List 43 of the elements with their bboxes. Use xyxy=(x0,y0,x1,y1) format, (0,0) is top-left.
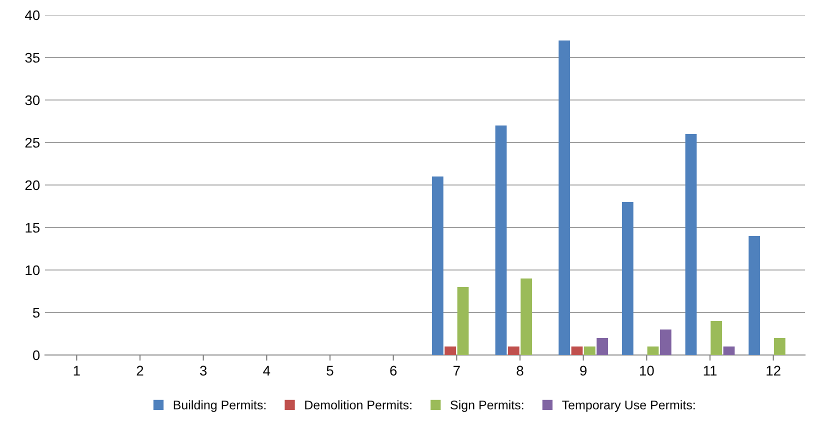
x-tick-label: 12 xyxy=(766,366,780,376)
x-tick-label: 10 xyxy=(640,366,654,376)
x-tick-label: 9 xyxy=(580,366,587,376)
x-tick-label: 6 xyxy=(390,366,397,376)
x-tick-label: 4 xyxy=(263,366,270,376)
legend-label: Demolition Permits: xyxy=(305,400,412,410)
bar xyxy=(508,346,520,355)
y-tick-label: 15 xyxy=(26,222,40,233)
bar xyxy=(520,278,532,355)
y-tick-label: 35 xyxy=(25,52,40,63)
bar xyxy=(710,321,722,355)
bar xyxy=(457,287,469,355)
bar xyxy=(495,126,507,355)
y-tick-label: 40 xyxy=(25,10,40,20)
bar xyxy=(432,176,444,355)
bar xyxy=(660,330,672,355)
bar xyxy=(622,202,634,355)
x-tick-label: 1 xyxy=(74,366,80,376)
y-tick-label: 5 xyxy=(32,308,40,318)
x-tick-label: 3 xyxy=(200,366,207,376)
bar xyxy=(748,236,760,355)
x-tick-label: 11 xyxy=(704,366,717,376)
x-tick-label: 8 xyxy=(516,366,524,376)
x-tick-label: 5 xyxy=(326,366,334,376)
bar xyxy=(723,346,735,355)
bar xyxy=(584,346,596,355)
y-tick-label: 10 xyxy=(26,265,40,276)
y-tick-label: 30 xyxy=(25,95,40,106)
legend-label: Temporary Use Permits: xyxy=(562,400,695,412)
bar xyxy=(596,338,608,355)
bar xyxy=(571,346,583,355)
y-tick-label: 20 xyxy=(25,180,40,190)
x-tick-label: 2 xyxy=(136,366,144,376)
bar xyxy=(558,40,570,355)
legend-label: Sign Permits: xyxy=(450,400,524,412)
legend-label: Building Permits: xyxy=(174,400,266,412)
bar xyxy=(685,134,697,355)
x-tick-label: 7 xyxy=(454,366,460,376)
y-tick-label: 0 xyxy=(32,350,40,360)
bar xyxy=(444,346,456,355)
bar xyxy=(647,346,659,355)
bar xyxy=(774,338,786,355)
y-tick-label: 25 xyxy=(25,138,40,148)
